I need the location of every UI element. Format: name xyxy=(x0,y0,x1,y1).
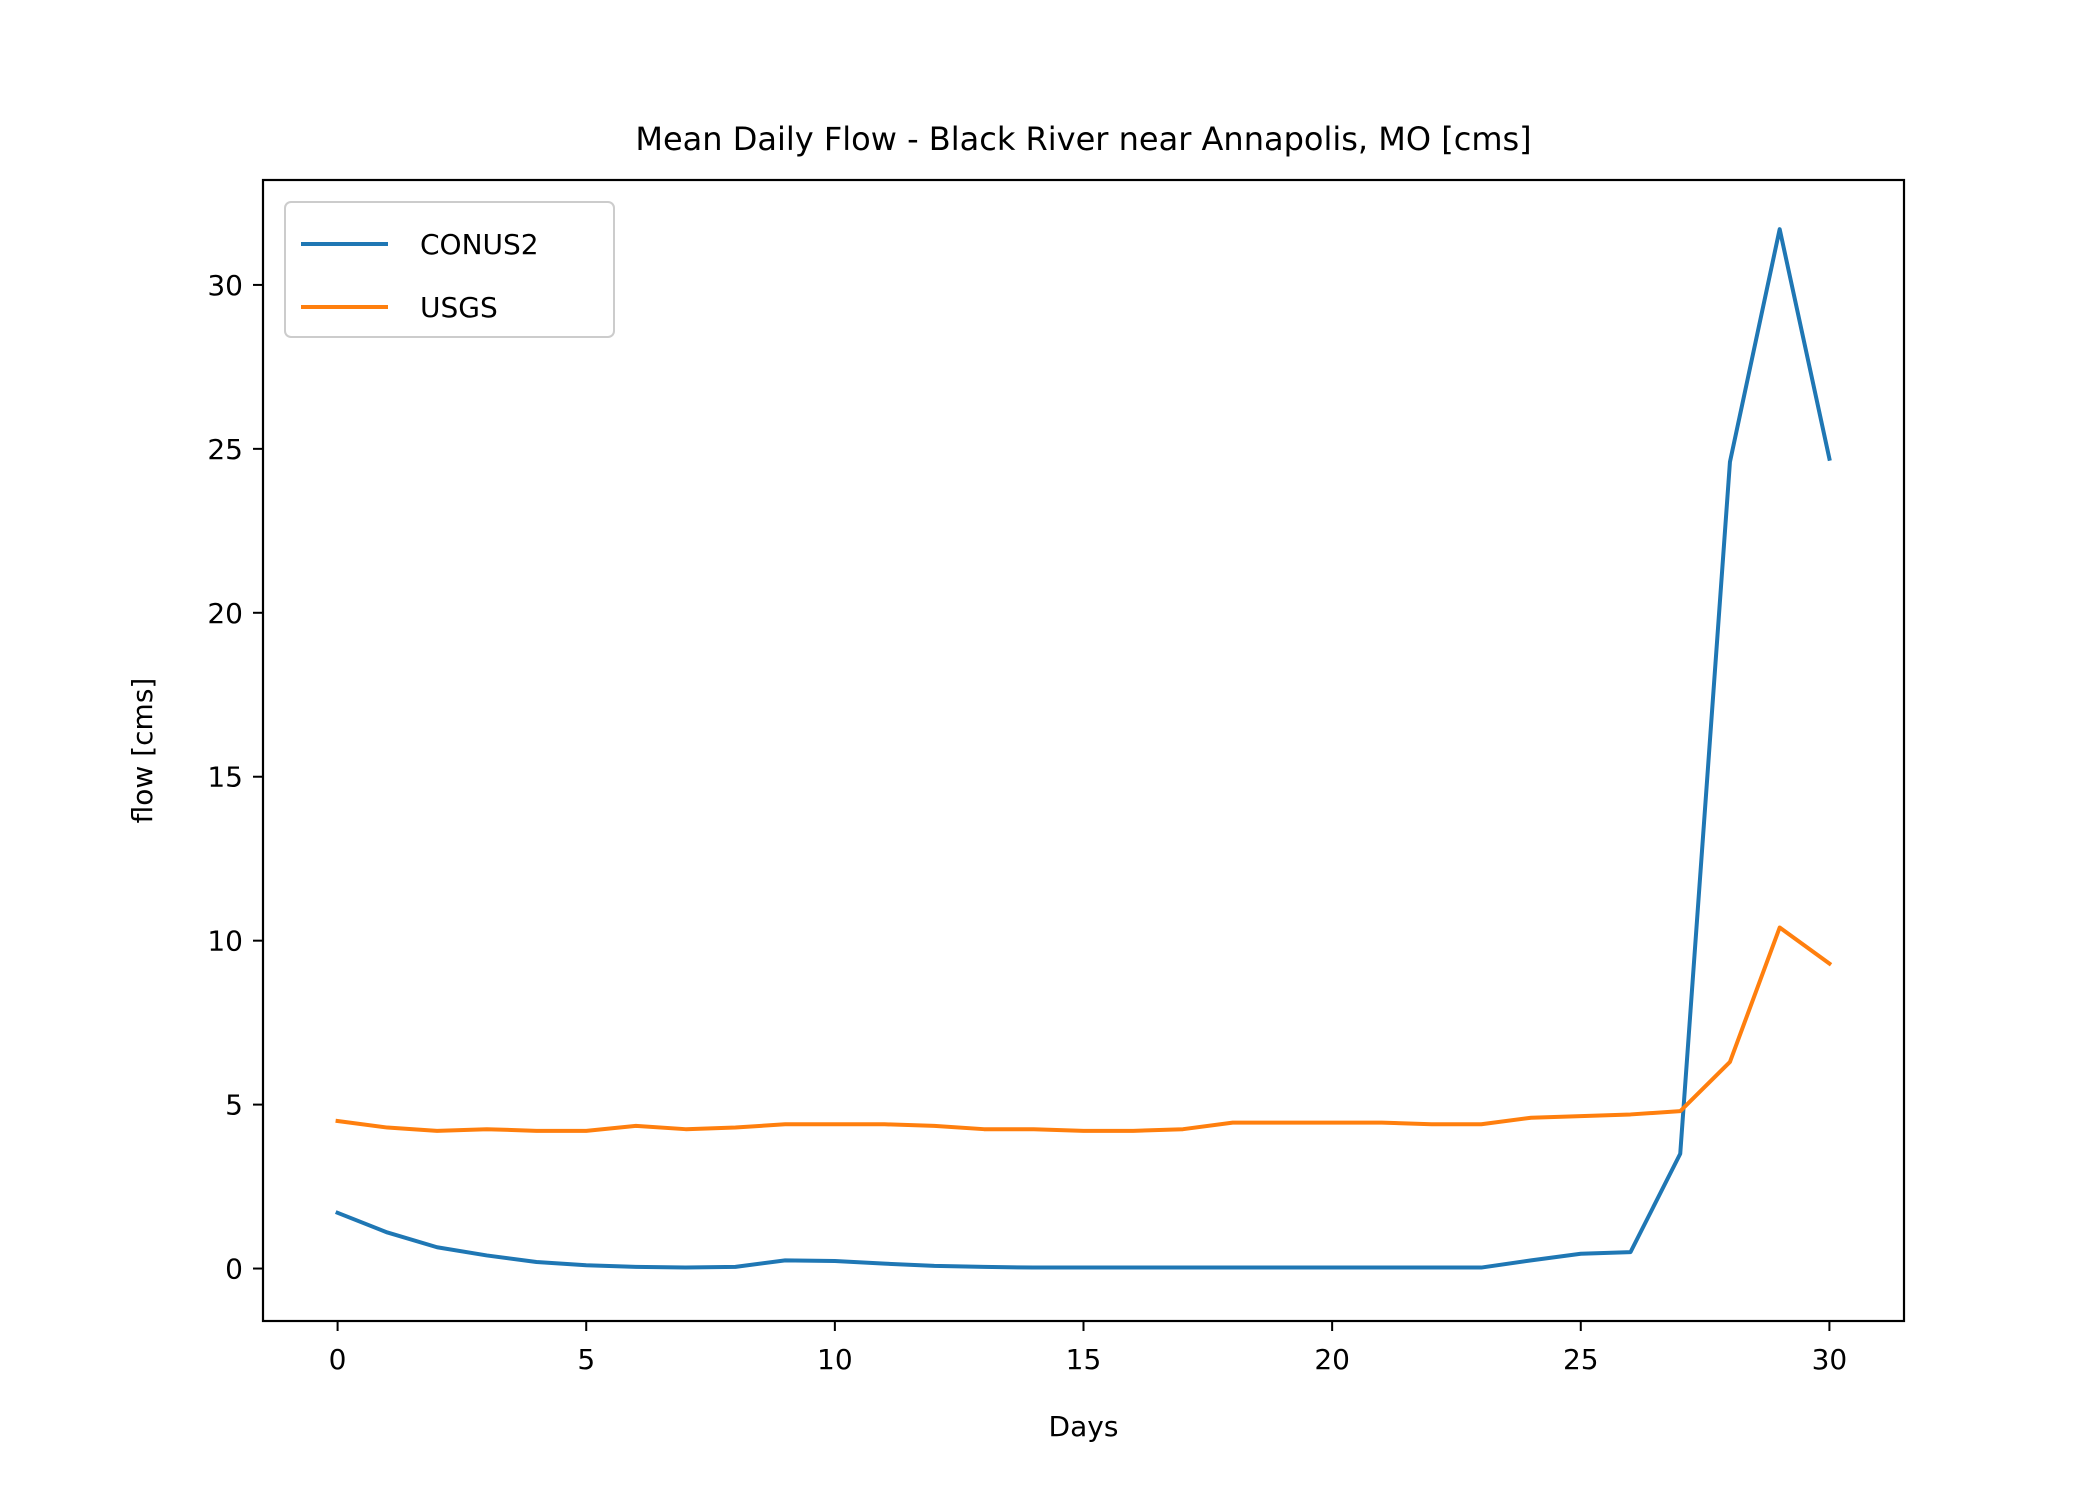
x-tick-label: 10 xyxy=(817,1343,853,1376)
y-tick-label: 15 xyxy=(207,761,243,794)
y-axis-ticks: 0 5 10 15 20 25 30 xyxy=(207,269,263,1286)
legend-box xyxy=(284,201,615,338)
series-line-conus2 xyxy=(334,227,1832,1270)
legend-label-usgs: USGS xyxy=(420,291,498,324)
y-tick-label: 5 xyxy=(225,1089,243,1122)
x-tick-label: 20 xyxy=(1314,1343,1350,1376)
x-tick-label: 25 xyxy=(1563,1343,1599,1376)
y-tick-label: 0 xyxy=(225,1253,243,1286)
legend-label-conus2: CONUS2 xyxy=(420,228,539,261)
y-tick-label: 10 xyxy=(207,925,243,958)
x-tick-label: 5 xyxy=(577,1343,595,1376)
x-axis-label: Days xyxy=(1049,1410,1119,1443)
series-line-usgs xyxy=(335,925,1833,1133)
chart-title: Mean Daily Flow - Black River near Annap… xyxy=(635,120,1531,158)
y-tick-label: 30 xyxy=(207,269,243,302)
legend: CONUS2 USGS xyxy=(284,201,615,338)
y-tick-label: 20 xyxy=(207,597,243,630)
plot-area xyxy=(334,227,1833,1270)
x-tick-label: 15 xyxy=(1066,1343,1102,1376)
x-tick-label: 30 xyxy=(1812,1343,1848,1376)
x-axis-ticks: 0 5 10 15 20 25 30 xyxy=(329,1321,1848,1376)
y-axis-label: flow [cms] xyxy=(126,678,159,824)
x-tick-label: 0 xyxy=(329,1343,347,1376)
y-tick-label: 25 xyxy=(207,433,243,466)
